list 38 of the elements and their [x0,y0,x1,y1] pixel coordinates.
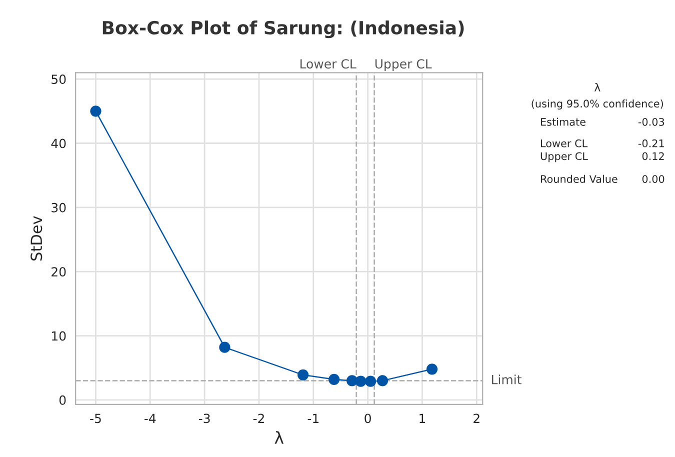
text: 0.00 [642,175,664,183]
y-axis-title: StDev [30,216,42,260]
point [376,375,388,386]
x-tick-label: -3 [198,414,210,424]
y-tick-label: 50 [52,74,66,84]
text: Upper CL [540,152,588,162]
text: (using 95.0% confidence) [532,99,663,110]
text: -0.03 [638,118,664,126]
y-tick-label: 30 [52,202,66,212]
y-tick-label: 10 [52,331,66,341]
x-tick-label: -1 [308,414,318,423]
x-tick-label: 1 [420,414,426,423]
point [298,369,309,380]
point [426,364,438,375]
chart-title: Box-Cox Plot of Sarung: (Indonesia) [102,20,464,38]
ref-line-label: Limit [492,374,522,384]
text: Estimate [541,118,586,126]
text: Rounded Value [541,174,618,183]
text: λ [594,82,600,92]
x-tick-label: 0 [364,414,371,424]
ref-line-label: Upper CL [375,59,432,72]
point [219,342,230,353]
point [90,106,102,117]
text: 0.12 [642,152,664,160]
x-tick-label: -4 [144,414,156,423]
x-axis-title: λ [274,431,284,444]
text: Lower CL [541,139,588,148]
ref-line-label: Lower CL [300,59,356,69]
y-tick-label: 40 [51,138,66,148]
point [328,374,340,385]
y-tick-label: 20 [52,267,66,277]
x-tick-label: 2 [474,414,480,423]
x-tick-label: -5 [90,414,101,424]
point [355,376,366,387]
text: -0.21 [638,139,664,148]
point [364,376,376,387]
y-tick-label: 0 [59,395,66,405]
x-tick-label: -2 [253,414,264,423]
